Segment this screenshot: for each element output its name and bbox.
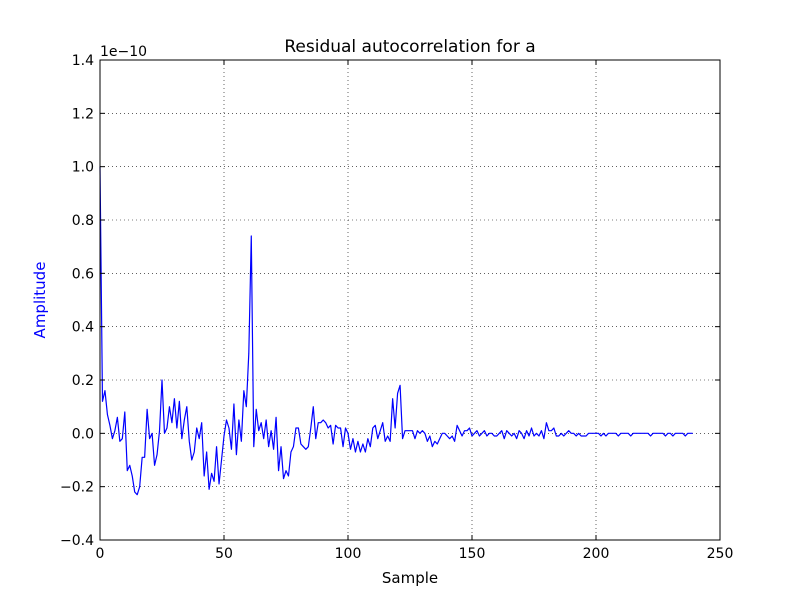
plot-frame bbox=[99, 59, 721, 541]
x-tick-label: 200 bbox=[583, 546, 610, 562]
y-tick-label: 1.2 bbox=[72, 106, 94, 122]
y-tick-label: −0.4 bbox=[60, 533, 94, 549]
y-tick-label: 0.2 bbox=[72, 373, 94, 389]
x-axis-label: Sample bbox=[382, 569, 438, 587]
x-tick-label: 50 bbox=[215, 546, 233, 562]
series-group bbox=[99, 166, 693, 496]
x-tick-label: 150 bbox=[459, 546, 486, 562]
chart-title: Residual autocorrelation for a bbox=[284, 37, 535, 57]
series-line bbox=[99, 166, 693, 496]
x-tick-label: 100 bbox=[335, 546, 362, 562]
x-tick-label: 0 bbox=[96, 546, 105, 562]
y-tick-label: 0.8 bbox=[72, 213, 94, 229]
y-axis-label: Amplitude bbox=[31, 262, 49, 339]
y-tick-label: 0.6 bbox=[72, 266, 94, 282]
y-axis-multiplier: 1e−10 bbox=[100, 44, 147, 60]
y-tick-label: 1.0 bbox=[72, 160, 94, 176]
y-tick-label: 0.0 bbox=[72, 426, 94, 442]
ticks: 0 50 100 150 200 250 −0.4 −0.2 0.0 0.2 0.4 0.6 0.8 1.… bbox=[60, 53, 733, 562]
y-tick-label: −0.2 bbox=[60, 480, 94, 496]
y-tick-label: 1.4 bbox=[72, 53, 94, 69]
x-tick-label: 250 bbox=[707, 546, 734, 562]
y-tick-label: 0.4 bbox=[72, 320, 94, 336]
